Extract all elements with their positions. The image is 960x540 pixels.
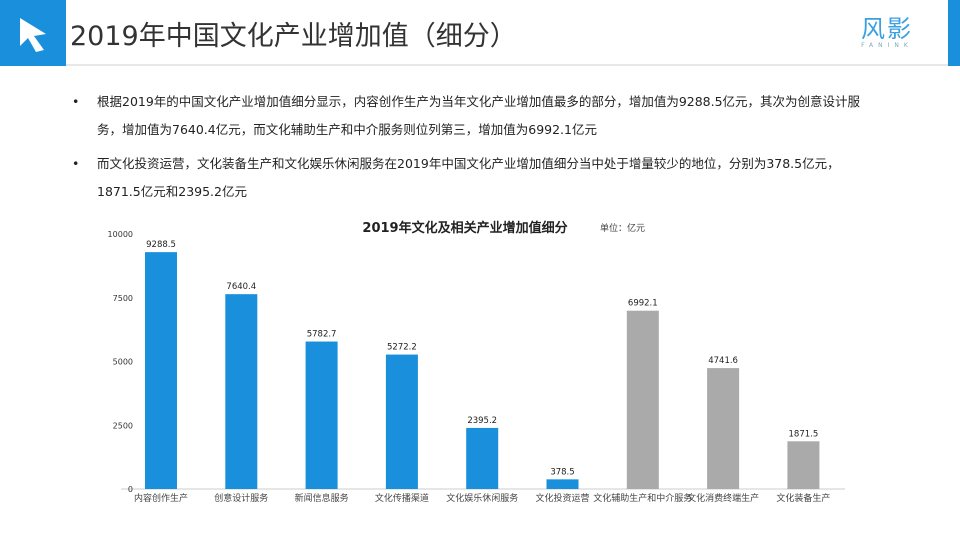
header-divider xyxy=(66,64,948,66)
bullet-dot: • xyxy=(72,94,80,109)
bar xyxy=(707,368,740,489)
data-label: 1871.5 xyxy=(789,429,819,439)
x-tick-label: 文化消费终端生产 xyxy=(687,492,759,504)
bullet-dot: • xyxy=(72,156,80,171)
x-tick-label: 文化投资运营 xyxy=(535,492,589,504)
data-label: 2395.2 xyxy=(467,416,497,426)
brand-logo: 风影 FANINK xyxy=(852,16,922,58)
bar xyxy=(305,341,338,489)
data-label: 378.5 xyxy=(550,467,574,477)
bar xyxy=(225,294,258,489)
chart-title: 2019年文化及相关产业增加值细分 xyxy=(362,220,567,236)
data-label: 9288.5 xyxy=(146,240,176,250)
data-label: 7640.4 xyxy=(226,282,256,292)
data-label: 5272.2 xyxy=(387,343,417,353)
bar xyxy=(626,310,659,489)
bar xyxy=(145,252,177,489)
x-tick-label: 文化辅助生产和中介服务 xyxy=(593,492,692,504)
y-tick-label: 10000 xyxy=(108,230,133,239)
page-title: 2019年中国文化产业增加值（细分） xyxy=(70,21,517,52)
x-tick-label: 文化传播渠道 xyxy=(375,492,429,504)
brand-sub: FANINK xyxy=(861,42,913,49)
bullet-text: 而文化投资运营，文化装备生产和文化娱乐休闲服务在2019年中国文化产业增加值细分… xyxy=(97,156,840,199)
x-tick-label: 文化娱乐休闲服务 xyxy=(446,492,518,504)
data-label: 4741.6 xyxy=(708,356,738,366)
data-label: 6992.1 xyxy=(628,299,658,309)
brand-name: 风影 xyxy=(861,15,913,43)
y-tick-label: 5000 xyxy=(113,358,133,367)
bar xyxy=(385,354,418,489)
bar xyxy=(546,479,579,489)
y-tick-label: 7500 xyxy=(113,294,133,303)
bullet-text: 根据2019年的中国文化产业增加值细分显示，内容创作生产为当年文化产业增加值最多… xyxy=(97,94,861,137)
logo-arrow-icon xyxy=(20,18,46,52)
x-tick-label: 内容创作生产 xyxy=(134,492,188,504)
y-tick-label: 2500 xyxy=(113,421,133,430)
y-tick-label: 0 xyxy=(128,485,133,494)
x-tick-label: 创意设计服务 xyxy=(214,492,268,504)
right-accent xyxy=(948,0,960,66)
x-tick-label: 新闻信息服务 xyxy=(295,492,349,504)
bar xyxy=(787,441,820,489)
chart-unit: 单位：亿元 xyxy=(600,222,645,234)
logo xyxy=(0,0,66,66)
x-tick-label: 文化装备生产 xyxy=(776,492,830,504)
data-label: 5782.7 xyxy=(307,330,337,340)
bar xyxy=(466,427,499,489)
